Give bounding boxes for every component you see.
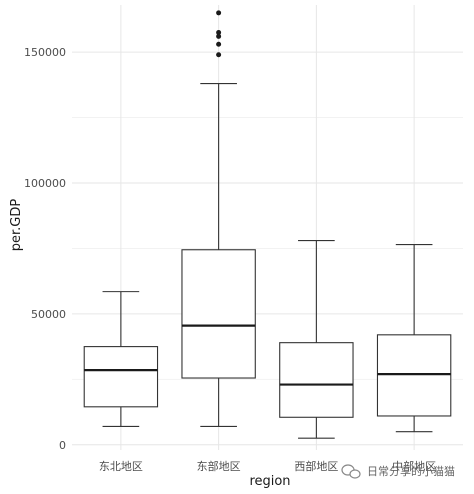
box-layer: [83, 10, 452, 439]
y-tick-label: 50000: [31, 308, 66, 321]
box-group: [376, 243, 452, 433]
box-group: [83, 291, 159, 427]
wechat-icon: [341, 464, 361, 479]
y-axis-tick-labels: 0 50000 100000 150000: [24, 46, 66, 452]
x-axis-title: region: [249, 474, 290, 489]
y-axis-title: per.GDP: [9, 199, 24, 252]
outlier-point: [216, 29, 222, 35]
box-group: [279, 240, 354, 439]
box-iqr: [181, 249, 256, 379]
x-tick-label: 东北地区: [99, 460, 143, 473]
x-tick-label: 西部地区: [294, 459, 338, 473]
watermark: 日常分享的小猫猫: [341, 464, 455, 479]
y-tick-label: 150000: [24, 46, 66, 59]
x-axis-tick-labels: 东北地区 东部地区 西部地区 中部地区: [99, 459, 436, 473]
y-tick-label: 100000: [24, 177, 66, 190]
box-iqr: [83, 346, 159, 408]
x-tick-label: 东部地区: [197, 459, 241, 473]
outlier-point: [216, 41, 222, 47]
box-iqr: [279, 342, 354, 418]
outlier-point: [216, 10, 222, 16]
outlier-point: [216, 33, 222, 39]
box-iqr: [376, 334, 452, 417]
box-group: [181, 10, 256, 427]
outlier-point: [216, 52, 222, 58]
watermark-text: 日常分享的小猫猫: [367, 464, 455, 478]
x-tick-label: 中部地区: [392, 459, 436, 473]
y-tick-label: 0: [59, 439, 66, 452]
